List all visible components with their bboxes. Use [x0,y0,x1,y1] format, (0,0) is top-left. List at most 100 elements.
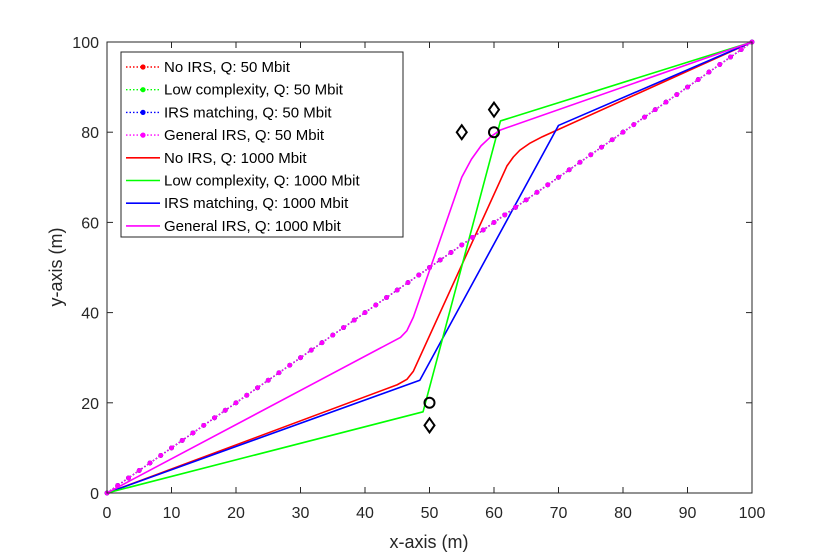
series-point-3-48 [620,129,626,135]
series-point-3-31 [437,257,443,263]
legend-box [120,51,404,238]
series-point-3-18 [298,355,303,361]
series-point-3-51 [652,107,658,113]
x-tick-label-7: 70 [550,505,568,522]
series-point-3-20 [319,340,325,346]
series-point-3-52 [663,99,669,105]
x-tick-label-0: 0 [103,505,112,522]
series-point-3-40 [534,189,540,195]
series-point-3-19 [308,347,314,353]
series-point-3-54 [685,84,690,90]
circle-marker-1 [488,126,500,139]
series-point-3-44 [577,159,583,165]
series-point-3-47 [609,137,615,143]
series-point-3-23 [351,317,357,323]
y-axis-label: y-axis (m) [46,228,66,307]
legend-entry-3: General IRS, Q: 50 Mbit [126,127,325,144]
legend-label-3: General IRS, Q: 50 Mbit [164,127,325,144]
series-point-3-13 [244,392,250,398]
legend-label-7: General IRS, Q: 1000 Mbit [164,218,342,235]
x-tick-label-1: 10 [163,505,181,522]
series-point-3-46 [599,144,604,150]
x-tick-label-5: 50 [421,505,439,522]
diamond-marker-2 [423,416,436,435]
series-point-3-42 [556,174,561,180]
x-tick-label-4: 40 [356,505,374,522]
series-point-3-22 [341,325,346,331]
series-point-3-10 [212,415,217,421]
series-point-3-1 [115,483,121,488]
series-point-3-16 [276,370,282,376]
series-point-3-58 [728,54,733,60]
series-point-3-11 [222,407,228,413]
x-tick-label-6: 60 [485,505,503,522]
x-axis-label: x-axis (m) [390,532,469,552]
legend-entry-2: IRS matching, Q: 50 Mbit [126,104,332,121]
series-point-3-33 [459,242,465,248]
series-point-3-30 [427,265,432,270]
series-point-3-25 [373,302,379,308]
series-point-3-29 [416,272,422,278]
markers-group [423,100,501,435]
legend-entry-6: IRS matching, Q: 1000 Mbit [126,195,349,212]
ticks-group: 0 10 20 30 40 50 60 70 80 90 100 0 20 40 60 80 100 [72,35,765,522]
legend-swatch-marker-2 [140,109,146,115]
x-tick-label-8: 80 [614,505,632,522]
series-line-3 [104,39,755,496]
y-tick-label-5: 100 [72,35,99,52]
y-tick-label-1: 20 [81,396,99,413]
legend-entry-4: No IRS, Q: 1000 Mbit [126,150,307,167]
series-point-3-35 [480,227,486,233]
series-point-3-45 [588,152,594,158]
y-tick-label-4: 80 [81,125,99,142]
series-point-3-49 [631,122,637,128]
legend-entry-1: Low complexity, Q: 50 Mbit [126,82,344,99]
series-point-3-6 [169,445,174,451]
legend-label-4: No IRS, Q: 1000 Mbit [164,150,307,167]
legend-label-0: No IRS, Q: 50 Mbit [164,59,291,76]
legend-label-5: Low complexity, Q: 1000 Mbit [164,173,360,190]
series-line-5 [106,41,753,494]
series-point-3-12 [233,400,239,406]
series-point-3-57 [717,62,723,67]
y-tick-label-2: 40 [81,306,99,323]
legend-entry-5: Low complexity, Q: 1000 Mbit [126,173,360,190]
y-tick-label-0: 0 [90,486,99,503]
series-point-3-36 [491,220,497,225]
series-point-3-15 [265,377,271,383]
series-point-3-26 [384,295,389,300]
series-point-3-3 [136,468,142,473]
series-point-3-5 [158,453,164,458]
series-point-3-2 [126,475,131,481]
series-point-3-32 [448,250,454,255]
series-point-3-8 [190,430,196,436]
legend-label-1: Low complexity, Q: 50 Mbit [164,82,344,99]
series-point-3-41 [545,182,551,188]
legend-label-6: IRS matching, Q: 1000 Mbit [164,195,349,212]
diamond-marker-4 [487,100,501,119]
series-point-3-7 [179,437,185,443]
series-point-3-14 [255,385,260,391]
x-tick-label-9: 90 [679,505,697,522]
series-point-3-21 [330,332,336,338]
legend-swatch-marker-0 [140,64,146,70]
x-tick-label-3: 30 [292,505,310,522]
series-line-7 [106,41,753,494]
series-point-3-53 [674,92,680,98]
x-tick-label-10: 100 [739,505,766,522]
series-point-3-24 [362,310,368,315]
y-tick-label-3: 60 [81,215,99,232]
series-line-4 [106,41,753,494]
series-line-6 [106,41,753,494]
series-point-3-17 [287,362,293,368]
series-point-3-34 [470,235,475,240]
legend-swatch-marker-1 [140,87,146,93]
series-point-3-39 [523,197,529,203]
series-point-3-37 [502,212,508,218]
legend-entry-0: No IRS, Q: 50 Mbit [126,59,291,76]
legend: No IRS, Q: 50 Mbit Low complexity, Q: 50 … [120,51,404,238]
legend-label-2: IRS matching, Q: 50 Mbit [164,104,332,121]
series-group [104,39,755,496]
series-point-3-38 [513,204,518,210]
